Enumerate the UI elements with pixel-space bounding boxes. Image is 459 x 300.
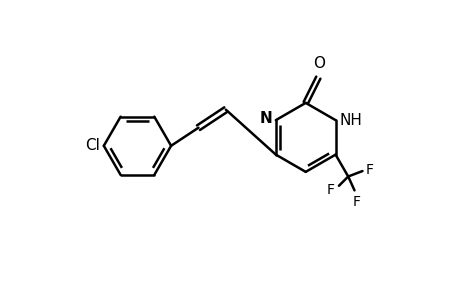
Text: N: N bbox=[259, 111, 272, 126]
Text: F: F bbox=[352, 195, 360, 209]
Text: F: F bbox=[326, 183, 334, 197]
Text: F: F bbox=[365, 163, 373, 177]
Text: O: O bbox=[313, 56, 325, 70]
Text: Cl: Cl bbox=[85, 138, 100, 153]
Text: NH: NH bbox=[339, 112, 362, 128]
